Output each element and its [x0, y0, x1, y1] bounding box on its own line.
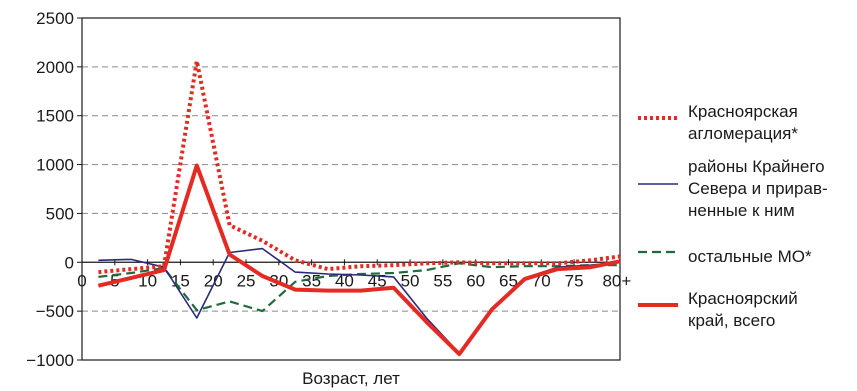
x-tick-label: 0: [77, 271, 86, 290]
legend-label: ненные к ним: [688, 201, 795, 220]
legend-label: Красноярский: [688, 289, 798, 308]
x-tick-label: 60: [466, 271, 485, 290]
y-tick-label: 0: [65, 253, 74, 272]
x-axis: 0 5 10 15 20 25 30 35 40 45 50 55 60 65 70 75 80+: [77, 259, 631, 290]
y-tick-label: 2000: [36, 58, 74, 77]
x-tick-label: 50: [401, 271, 420, 290]
legend-label: районы Крайнего: [688, 157, 825, 176]
legend-label: Красноярская: [688, 102, 798, 121]
x-tick-label: 35: [302, 271, 321, 290]
x-tick-label: 40: [335, 271, 354, 290]
x-axis-title: Возраст, лет: [302, 369, 400, 388]
plot-frame: [81, 17, 621, 361]
legend-label: агломерация*: [688, 124, 798, 143]
series-lines: [97, 59, 621, 357]
series-line: [98, 262, 620, 313]
y-tick-label: 500: [46, 204, 74, 223]
y-tick-label: 1000: [36, 156, 74, 175]
x-tick-label: 20: [204, 271, 223, 290]
y-tick-label: −1000: [26, 351, 74, 370]
series-line: [98, 59, 621, 275]
legend: Красноярская агломерация* районы Крайнего С…: [638, 102, 828, 330]
x-tick-label: 65: [499, 271, 518, 290]
y-tick-label: 1500: [36, 107, 74, 126]
x-tick-label: 25: [237, 271, 256, 290]
legend-label: Севера и прирав-: [688, 179, 828, 198]
x-tick-label: 80+: [602, 271, 631, 290]
y-tick-label: −500: [36, 302, 74, 321]
y-axis-ticks: −1000 −500 0 500 1000 1500 2000 2500: [26, 9, 82, 370]
y-tick-label: 2500: [36, 9, 74, 28]
x-tick-label: 75: [565, 271, 584, 290]
x-tick-label: 55: [433, 271, 452, 290]
legend-label: остальные МО*: [688, 247, 812, 266]
legend-label: край, всего: [688, 311, 775, 330]
series-line: [97, 163, 621, 357]
